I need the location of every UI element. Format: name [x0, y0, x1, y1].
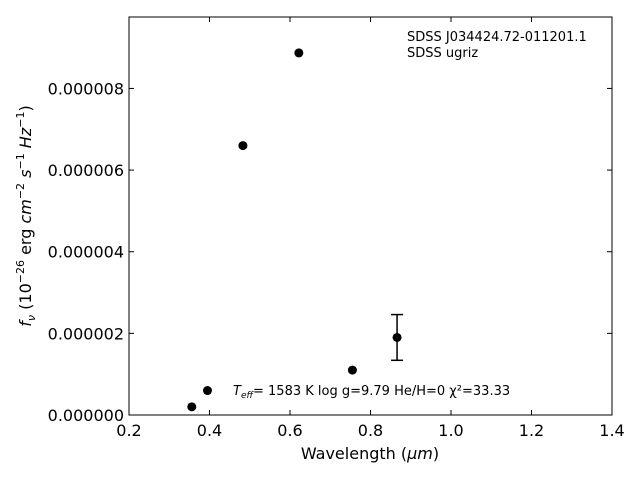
y-tick-label: 0.000004 [48, 243, 124, 262]
data-point [202, 386, 212, 396]
plot-frame [128, 16, 613, 416]
model-parameters-annotation: Teff= 1583 K log g=9.79 He/H=0 χ²=33.33 [233, 384, 510, 401]
x-tick-label: 0.6 [277, 421, 302, 440]
data-point [238, 141, 248, 151]
data-points [187, 48, 404, 412]
y-tick-label: 0.000006 [48, 161, 124, 180]
x-tick-label: 1.0 [438, 421, 463, 440]
data-point [187, 402, 197, 412]
y-tick-label: 0.000002 [48, 324, 124, 343]
object-name-annotation: SDSS J034424.72-011201.1 [407, 30, 587, 45]
x-tick-label: 1.2 [519, 421, 544, 440]
survey-annotation: SDSS ugriz [407, 46, 478, 61]
x-axis-ticks: 0.2 0.4 0.6 0.8 1.0 1.2 1.4 [116, 17, 625, 440]
data-point [294, 48, 304, 58]
y-tick-label: 0.000008 [48, 79, 124, 98]
data-point [347, 365, 357, 375]
x-tick-label: 0.2 [116, 421, 141, 440]
x-tick-label: 0.8 [358, 421, 383, 440]
x-tick-label: 1.4 [599, 421, 624, 440]
y-axis-label: fν (10−26 erg cm−2 s−1 Hz−1) [14, 105, 38, 326]
y-tick-label: 0.000000 [48, 406, 124, 425]
x-tick-label: 0.4 [197, 421, 222, 440]
data-point [392, 332, 402, 342]
x-axis-label: Wavelength (μm) [301, 444, 439, 463]
y-axis-ticks: 0.000000 0.000002 0.000004 0.000006 0.000008 [48, 79, 612, 425]
